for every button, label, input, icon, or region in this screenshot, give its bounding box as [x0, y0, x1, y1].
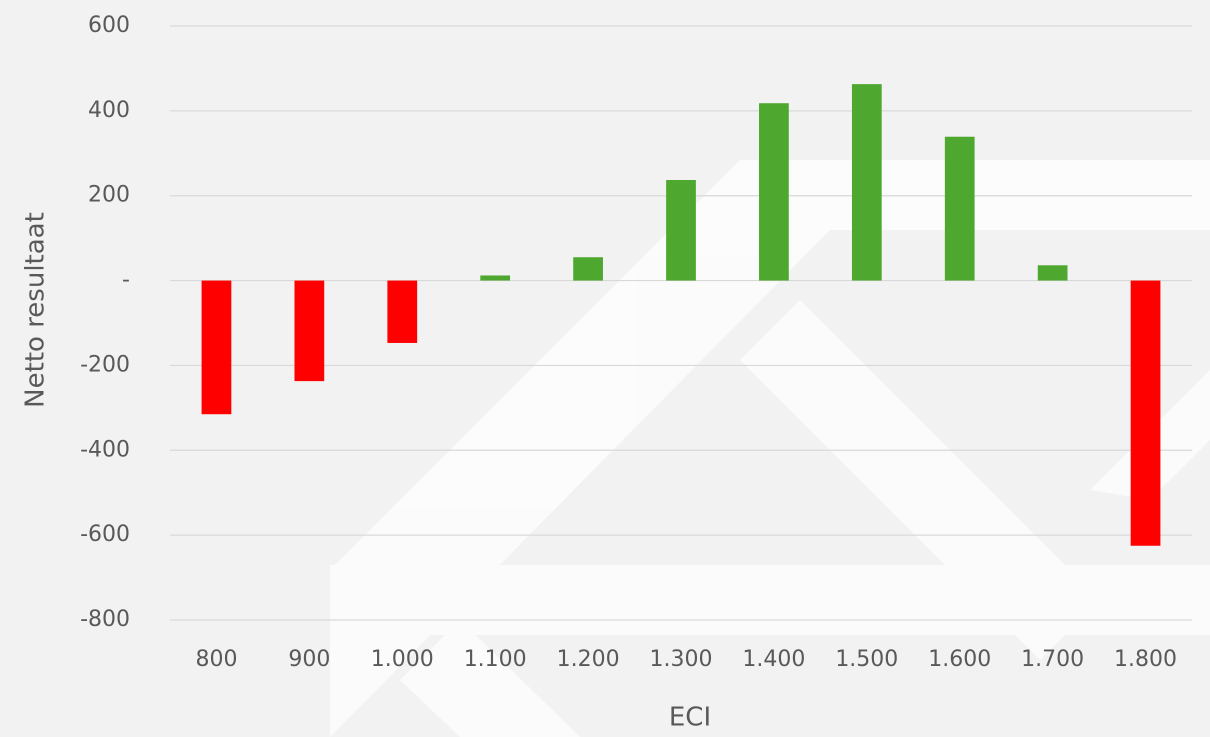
x-tick-label: 1.400: [742, 647, 805, 672]
x-tick-label: 1.200: [557, 647, 620, 672]
bar: [1037, 265, 1068, 281]
y-tick-label: 600: [88, 13, 130, 38]
bar: [851, 84, 882, 281]
x-tick-label: 1.100: [464, 647, 527, 672]
x-tick-label: 900: [288, 647, 330, 672]
y-tick-label: 400: [88, 98, 130, 123]
bar: [201, 280, 232, 415]
bar: [294, 280, 325, 382]
x-tick-label: 1.600: [928, 647, 991, 672]
bar: [573, 257, 603, 281]
x-tick-label: 1.500: [835, 647, 898, 672]
bar: [1130, 280, 1161, 546]
bar: [944, 136, 975, 281]
y-tick-label: -800: [80, 607, 130, 632]
y-tick-label: -600: [80, 522, 130, 547]
bar: [666, 180, 696, 281]
bar: [759, 103, 789, 281]
y-axis-title: Netto resultaat: [21, 212, 51, 408]
x-axis-title: ECI: [669, 703, 711, 733]
x-tick-label: 1.800: [1114, 647, 1177, 672]
x-tick-label: 1.000: [371, 647, 434, 672]
x-tick-label: 1.300: [650, 647, 713, 672]
bar: [387, 280, 418, 343]
y-tick-label: -: [122, 268, 130, 293]
y-tick-label: -200: [80, 352, 130, 377]
y-tick-label: 200: [88, 183, 130, 208]
bar: [480, 275, 511, 281]
y-tick-label: -400: [80, 437, 130, 462]
x-tick-label: 800: [195, 647, 237, 672]
x-tick-label: 1.700: [1021, 647, 1084, 672]
